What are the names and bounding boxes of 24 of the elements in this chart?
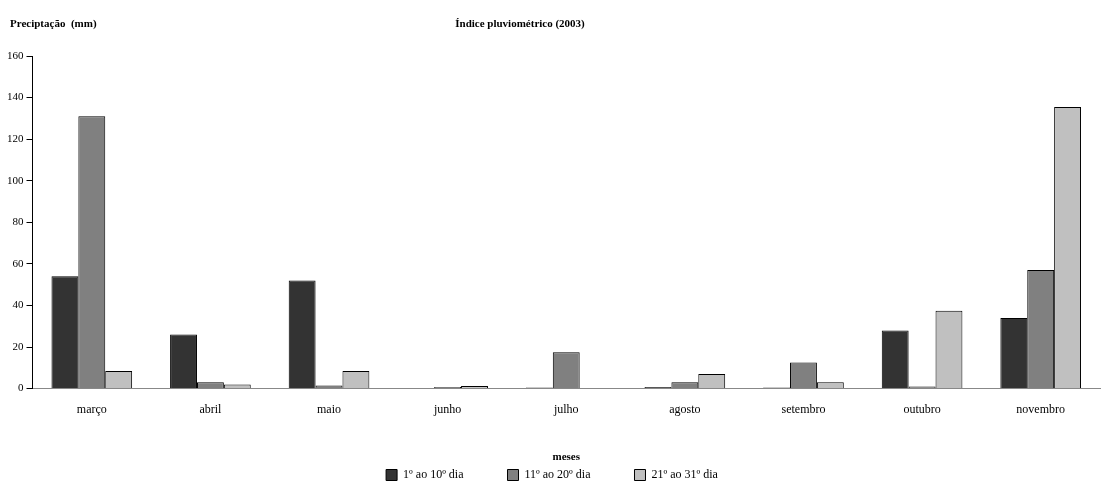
legend-label: 1º ao 10º dia (403, 467, 465, 482)
x-tick-label: abril (199, 401, 223, 416)
x-tick-label: junho (432, 401, 462, 416)
y-tick-label: 0 (18, 381, 24, 394)
y-axis-title: Preciptação (mm) (10, 16, 97, 30)
y-tick-label: 80 (12, 215, 24, 228)
x-tick-label: maio (317, 401, 342, 416)
x-tick-label: setembro (781, 401, 826, 416)
x-tick-label: julho (552, 401, 579, 416)
y-tick-label: 100 (7, 173, 24, 186)
y-tick-label: 140 (7, 90, 24, 103)
y-tick-label: 20 (12, 339, 24, 352)
x-axis-title: meses (552, 449, 581, 462)
legend-label: 11º ao 20º dia (524, 467, 592, 482)
x-tick-label: agosto (669, 401, 701, 416)
x-tick-label: novembro (1016, 401, 1066, 416)
y-tick-label: 160 (7, 48, 24, 61)
x-tick-label: outubro (903, 401, 941, 416)
y-tick-label: 60 (12, 256, 24, 269)
legend-label: 21º ao 31º dia (651, 467, 719, 482)
y-tick-label: 120 (7, 132, 24, 145)
chart-title: Índice pluviométrico (2003) (455, 16, 586, 30)
y-tick-label: 40 (12, 298, 24, 311)
x-tick-label: março (76, 401, 107, 416)
